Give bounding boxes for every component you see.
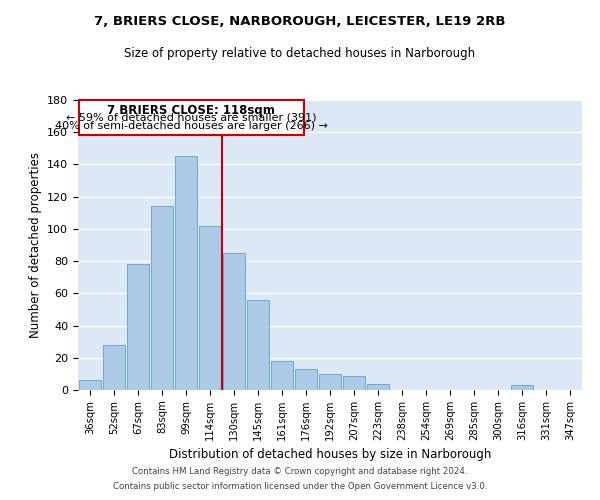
Text: Contains public sector information licensed under the Open Government Licence v3: Contains public sector information licen… bbox=[113, 482, 487, 491]
Text: ← 59% of detached houses are smaller (391): ← 59% of detached houses are smaller (39… bbox=[66, 112, 317, 122]
Y-axis label: Number of detached properties: Number of detached properties bbox=[29, 152, 41, 338]
Bar bbox=[79, 380, 101, 390]
X-axis label: Distribution of detached houses by size in Narborough: Distribution of detached houses by size … bbox=[169, 448, 491, 462]
Bar bbox=[151, 206, 173, 390]
Bar bbox=[511, 385, 533, 390]
Bar bbox=[175, 156, 197, 390]
Bar bbox=[295, 369, 317, 390]
Bar bbox=[247, 300, 269, 390]
Text: 7, BRIERS CLOSE, NARBOROUGH, LEICESTER, LE19 2RB: 7, BRIERS CLOSE, NARBOROUGH, LEICESTER, … bbox=[94, 15, 506, 28]
Text: Size of property relative to detached houses in Narborough: Size of property relative to detached ho… bbox=[124, 48, 476, 60]
Bar bbox=[271, 361, 293, 390]
Text: 7 BRIERS CLOSE: 118sqm: 7 BRIERS CLOSE: 118sqm bbox=[107, 104, 275, 117]
Bar bbox=[223, 253, 245, 390]
Bar bbox=[127, 264, 149, 390]
Text: 40% of semi-detached houses are larger (266) →: 40% of semi-detached houses are larger (… bbox=[55, 121, 328, 131]
Text: Contains HM Land Registry data © Crown copyright and database right 2024.: Contains HM Land Registry data © Crown c… bbox=[132, 467, 468, 476]
FancyBboxPatch shape bbox=[79, 100, 304, 136]
Bar bbox=[343, 376, 365, 390]
Bar bbox=[199, 226, 221, 390]
Bar bbox=[103, 345, 125, 390]
Bar bbox=[319, 374, 341, 390]
Bar bbox=[367, 384, 389, 390]
